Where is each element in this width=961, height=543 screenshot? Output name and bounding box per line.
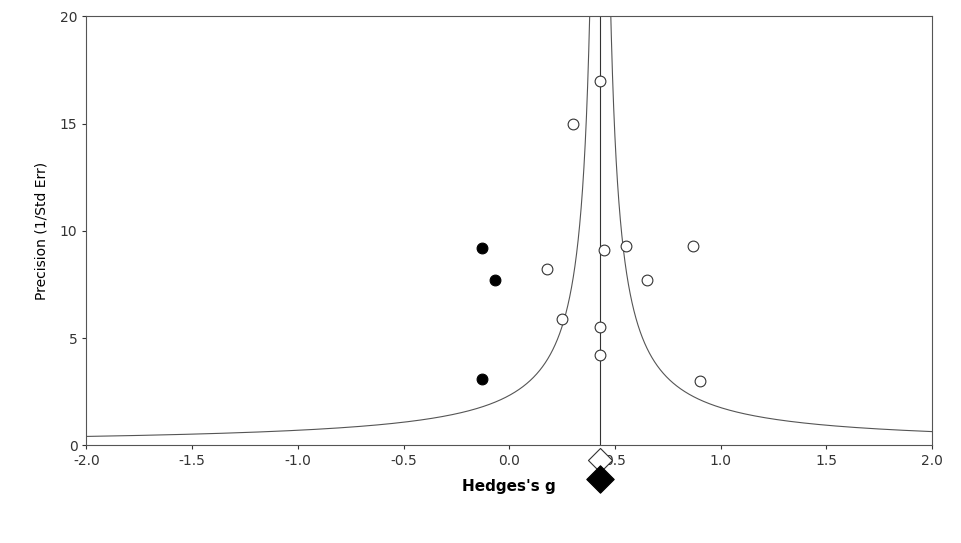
Point [639, 276, 654, 285]
Point [565, 119, 580, 128]
Point [554, 314, 570, 323]
Point [474, 244, 489, 252]
Point [692, 377, 707, 386]
Y-axis label: Precision (1/Std Err): Precision (1/Std Err) [35, 162, 49, 300]
Point [593, 76, 608, 85]
Point [593, 351, 608, 359]
Point [593, 323, 608, 332]
Point [593, 474, 608, 483]
Point [474, 375, 489, 383]
Point [593, 456, 608, 465]
X-axis label: Hedges's g: Hedges's g [462, 479, 556, 494]
Point [618, 242, 633, 250]
Point [685, 242, 701, 250]
Point [487, 276, 503, 285]
Point [597, 246, 612, 255]
Point [540, 265, 555, 274]
